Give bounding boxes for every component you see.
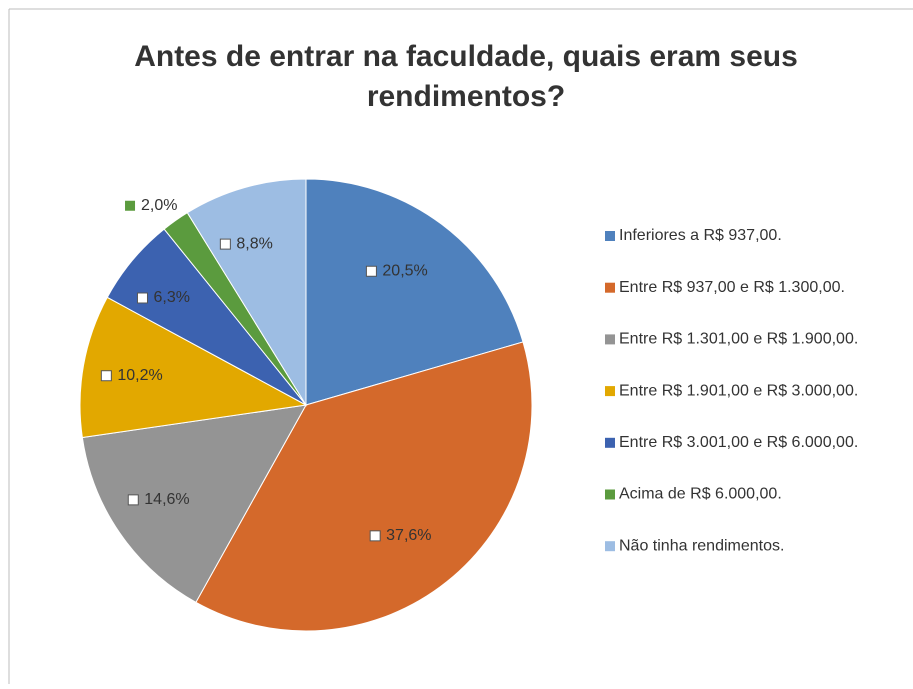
legend-swatch [605,282,615,293]
label-marker [100,370,112,382]
chart-title: Antes de entrar na faculdade, quais eram… [134,40,798,113]
data-label: 6,3% [153,289,189,306]
label-marker [125,200,136,211]
pie-slice [81,404,307,604]
legend-label: Não tinha rendimentos. [619,537,784,554]
legend-label: Entre R$ 1.301,00 e R$ 1.900,00. [619,331,858,348]
label-marker [127,494,139,506]
label-marker [365,265,377,277]
legend-label: Inferiores a R$ 937,00. [619,227,782,244]
legend-swatch [605,437,615,448]
legend-swatch [605,489,615,500]
legend-label: Entre R$ 3.001,00 e R$ 6.000,00. [619,434,858,451]
legend-label: Entre R$ 937,00 e R$ 1.300,00. [619,279,845,296]
data-label: 20,5% [382,262,427,279]
label-marker [369,530,381,542]
label-marker [219,238,231,250]
data-label: 10,2% [117,367,162,384]
legend-swatch [605,386,615,397]
legend-swatch [605,334,615,345]
legend-swatch [605,231,615,241]
pie-slice [305,178,524,406]
legend-label: Acima de R$ 6.000,00. [619,486,782,503]
data-label: 37,6% [386,527,431,544]
pie-slice [195,341,533,632]
pie-slice [186,178,307,407]
data-label: 2,0% [141,197,177,214]
data-label: 8,8% [236,235,272,252]
pie-slice [79,296,308,439]
label-marker [136,292,148,304]
legend-label: Entre R$ 1.901,00 e R$ 3.000,00. [619,382,858,399]
legend-swatch [605,541,615,552]
data-label: 14,6% [144,491,189,508]
